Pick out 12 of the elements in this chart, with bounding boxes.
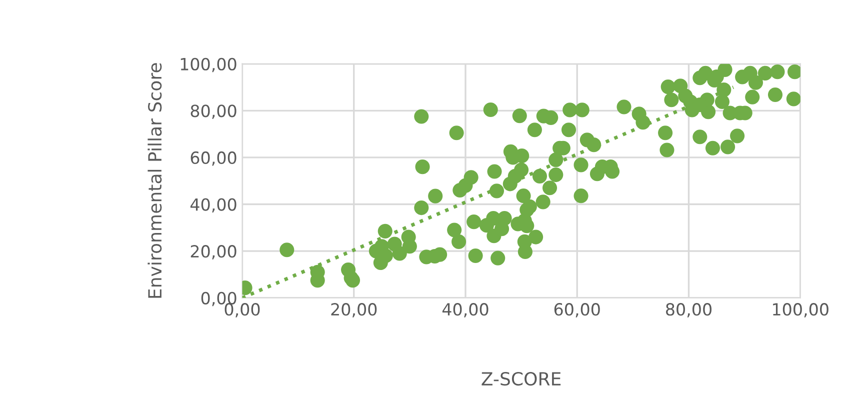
x-tick-label: 20,00	[331, 303, 377, 318]
x-tick-label: 100,00	[773, 303, 828, 318]
y-tick-label: 80,00	[190, 104, 236, 119]
x-tick-label: 60,00	[554, 303, 600, 318]
x-tick-label: 80,00	[666, 303, 712, 318]
y-tick-label: 100,00	[180, 58, 236, 72]
x-tick-label: 40,00	[442, 303, 488, 318]
y-tick-label: 40,00	[190, 198, 236, 213]
x-axis-title: Z-SCORE	[482, 372, 561, 386]
y-axis-title: Environmental Pillar Score	[148, 63, 162, 298]
y-tick-label: 20,00	[190, 245, 236, 260]
y-tick-label: 60,00	[190, 151, 236, 166]
